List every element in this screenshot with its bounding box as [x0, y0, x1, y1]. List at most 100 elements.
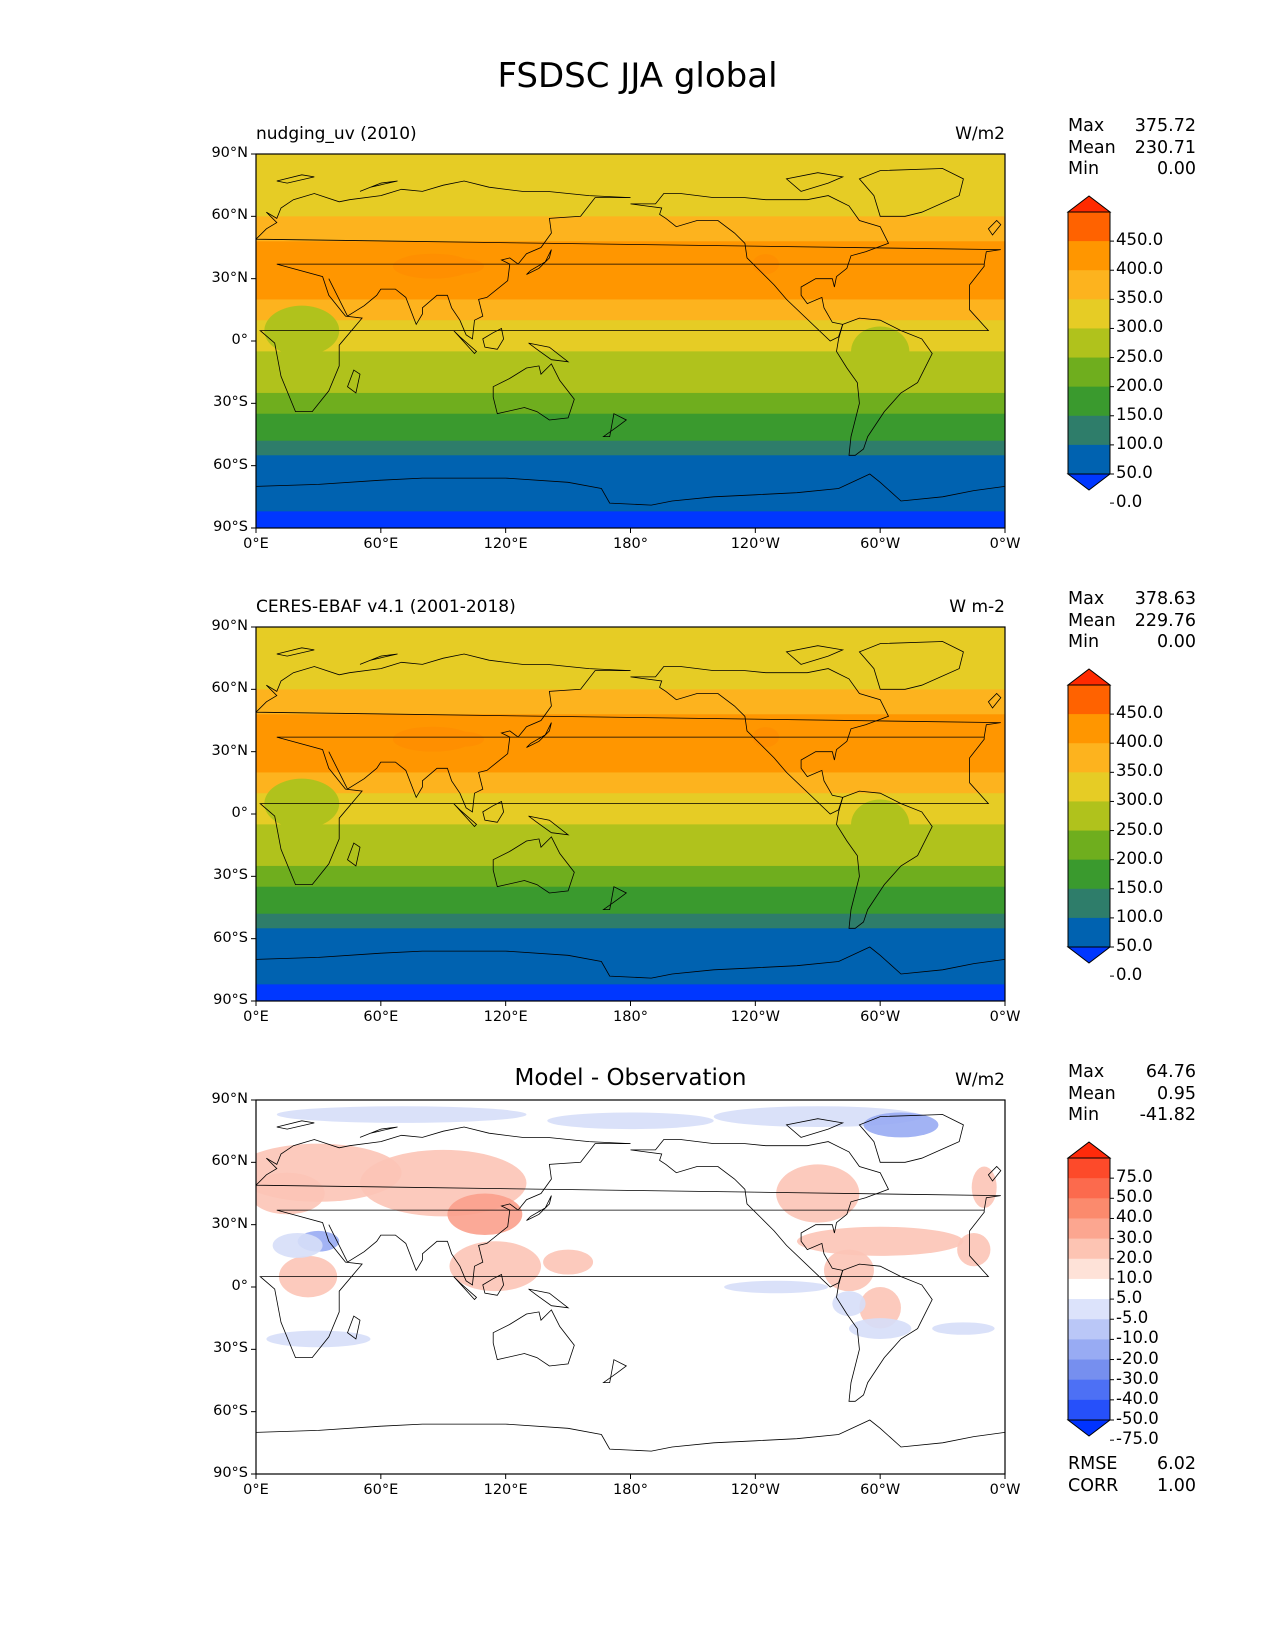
field-band [256, 164, 1005, 217]
coastline [482, 1273, 505, 1296]
lon-tick-label: 60°E [363, 1482, 399, 1498]
lon-tick-label: 0°E [243, 536, 269, 552]
coastline [359, 653, 398, 665]
stat-value: 6.02 [1157, 1454, 1196, 1474]
colorbar-segment [1068, 1299, 1110, 1320]
colorbar-tick-label: 250.0 [1116, 819, 1164, 839]
colorbar-extend-min [1066, 473, 1112, 491]
field-band [256, 772, 1005, 794]
lat-tick-label: 0° [231, 332, 248, 348]
stat-label: Mean [1068, 1083, 1116, 1104]
field-band [256, 440, 1005, 456]
field-band [256, 913, 1005, 929]
colorbar-segment [1068, 743, 1110, 773]
field-land-anomaly [851, 799, 910, 850]
stat-row-max: Max 378.63 [1068, 589, 1196, 611]
lat-tick-label: 90°N [211, 618, 248, 634]
field-band [256, 984, 1005, 1001]
colorbar-extend-min [1066, 946, 1112, 964]
colorbar-tick-label: 100.0 [1116, 906, 1164, 926]
map-panel-3 [251, 1099, 1006, 1479]
difference-blob [724, 1280, 829, 1294]
colorbar-segment [1068, 1379, 1110, 1401]
stat-label: Max [1068, 116, 1105, 136]
colorbar-segment [1068, 1399, 1110, 1421]
coastline [602, 886, 628, 910]
coastline [453, 803, 478, 828]
colorbar-tick-label: 450.0 [1116, 230, 1164, 250]
lon-tick-label: 180° [613, 536, 648, 552]
lon-tick-label: 0°W [989, 1009, 1021, 1025]
colorbar-tick-label: 0.0 [1116, 965, 1143, 985]
colorbar-segment [1068, 1339, 1110, 1361]
colorbar-segment [1068, 917, 1110, 948]
coastline [785, 1118, 845, 1138]
field-band [256, 511, 1005, 528]
stat-row-mean: Mean 229.76 [1068, 611, 1196, 633]
lat-tick-label: 60°S [213, 456, 248, 473]
field-band [256, 714, 1005, 773]
lat-tick-label: 30°S [213, 867, 248, 884]
coastline [526, 722, 552, 748]
figure-title: FSDSC JJA global [497, 56, 778, 96]
coastline [987, 219, 1002, 236]
field-band [256, 886, 1005, 902]
colorbar-segment [1068, 830, 1110, 861]
coastline [785, 645, 845, 665]
stat-row-min: Min 0.00 [1068, 159, 1196, 181]
field-band [256, 376, 1005, 394]
panel-left-label: CERES-EBAF v4.1 (2001-2018) [256, 597, 516, 617]
lat-tick-label: 60°N [211, 680, 248, 697]
colorbar-segment [1068, 357, 1110, 388]
colorbar-segment [1068, 1178, 1110, 1199]
field-band [256, 154, 1005, 165]
colorbar-tick-label: 0.0 [1116, 492, 1143, 512]
field-band [256, 689, 1005, 715]
lon-tick-label: 0°E [243, 1009, 269, 1025]
colorbar-extend-min [1066, 1419, 1112, 1437]
coastline [359, 180, 398, 192]
difference-blob [543, 1249, 594, 1275]
field-shading [256, 1100, 1005, 1474]
colorbar-segment [1068, 1258, 1110, 1280]
stat-value: 229.76 [1134, 610, 1196, 631]
coastline [276, 174, 315, 184]
colorbar-tick-label: 150.0 [1116, 877, 1164, 897]
stat-label: Max [1068, 1062, 1105, 1082]
lat-tick-label: 60°N [211, 1153, 248, 1170]
coastline [858, 168, 964, 217]
colorbar-segment [1068, 415, 1110, 446]
colorbar-tick-label: 300.0 [1116, 317, 1164, 337]
colorbar-frame [1067, 211, 1111, 475]
colorbar-tick-label: 200.0 [1116, 848, 1164, 868]
lat-tick-label: 90°S [213, 992, 248, 1008]
field-shading [256, 154, 1005, 528]
stat-value: 64.76 [1145, 1062, 1196, 1082]
coastline [256, 1419, 1005, 1452]
difference-blob [863, 1112, 939, 1138]
colorbar-tick-label: -10.0 [1116, 1328, 1159, 1348]
coastline [259, 736, 990, 885]
colorbar-tick-label: 400.0 [1116, 732, 1164, 752]
field-band [256, 392, 1005, 415]
map-panel-2 [251, 626, 1006, 1006]
stat-row-corr: CORR 1.00 [1068, 1476, 1196, 1498]
lat-tick-label: 90°N [211, 1091, 248, 1107]
stat-value: 375.72 [1134, 116, 1196, 136]
coastline [528, 342, 570, 363]
colorbar [1066, 1141, 1114, 1441]
colorbar-segment [1068, 386, 1110, 417]
stat-row-min: Min 0.00 [1068, 632, 1196, 654]
coastline [482, 327, 505, 350]
coastline [347, 842, 361, 867]
colorbar-tick-label: 50.0 [1116, 936, 1153, 955]
lat-tick-label: 0° [231, 1278, 248, 1294]
lon-tick-label: 180° [613, 1482, 648, 1498]
colorbar-tick-label: 250.0 [1116, 346, 1164, 366]
coastline [492, 836, 575, 894]
coastline [347, 1315, 361, 1340]
stat-row-mean: Mean 230.71 [1068, 138, 1196, 160]
coastline [630, 193, 890, 342]
difference-blob [823, 1249, 874, 1292]
difference-blob [957, 1232, 991, 1267]
